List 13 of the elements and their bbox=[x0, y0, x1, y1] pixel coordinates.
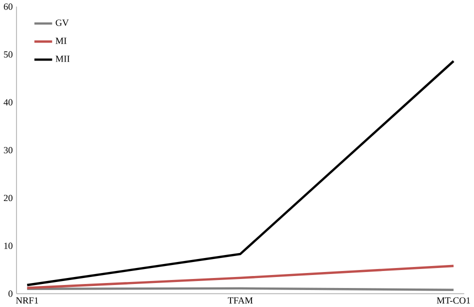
y-tick-label: 10 bbox=[4, 242, 12, 249]
y-tick-label: 30 bbox=[4, 146, 12, 154]
legend-label: GV bbox=[56, 20, 69, 26]
y-tick-label: 40 bbox=[4, 99, 12, 106]
y-tick-label: 60 bbox=[4, 3, 12, 10]
y-tick-label: 50 bbox=[4, 51, 12, 58]
legend-label: MI bbox=[56, 38, 66, 44]
x-tick-label: MT-CO1 bbox=[436, 297, 470, 304]
x-tick-label: NRF1 bbox=[16, 297, 38, 304]
y-tick-label: 0 bbox=[8, 290, 12, 297]
legend-label: MII bbox=[56, 56, 70, 62]
x-tick-label: TFAM bbox=[228, 297, 253, 304]
y-tick-label: 20 bbox=[4, 194, 12, 202]
